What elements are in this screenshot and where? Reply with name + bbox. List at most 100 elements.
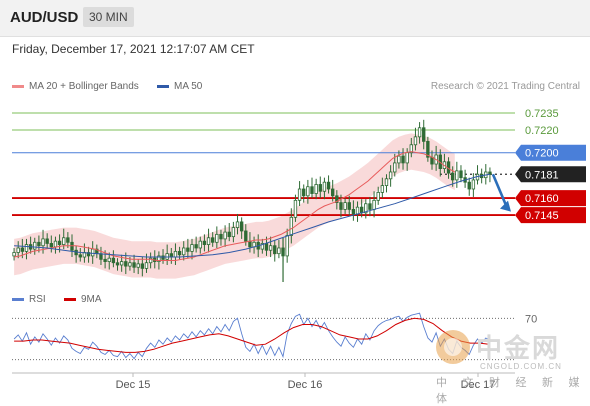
research-credit: Research © 2021 Trading Central [430, 81, 580, 92]
candle-body [488, 171, 492, 175]
candle-body [161, 255, 165, 260]
candle-body [91, 248, 95, 257]
candle-body [215, 233, 219, 243]
level-label-1: 0.7220 [525, 125, 559, 137]
cngold-logo-inner-icon [444, 338, 462, 356]
rsi-swatch [12, 298, 24, 301]
forecast-arrow-head [500, 200, 511, 212]
candle-body [124, 261, 128, 267]
candle-body [41, 238, 45, 247]
candle-body [140, 263, 145, 269]
candle-body [376, 192, 380, 201]
candle-body [388, 171, 393, 180]
timestamp: Friday, December 17, 2021 12:17:07 AM CE… [12, 42, 255, 56]
level-label-4: 0.7160 [525, 193, 559, 205]
candle-body [202, 240, 207, 245]
candle-body [322, 181, 327, 192]
time-label-1: Dec 16 [288, 379, 323, 391]
legend-rsi-ma-label: 9MA [81, 294, 102, 305]
candle-body [471, 179, 476, 190]
candle-body [413, 136, 418, 146]
candle-body [331, 188, 335, 197]
forecast-arrow-shaft [491, 173, 509, 209]
ma50-line [14, 173, 490, 258]
candle-body [384, 178, 389, 186]
candle-body [115, 262, 120, 266]
rsi-ma-swatch [64, 298, 76, 301]
candle-body [136, 263, 140, 268]
level-label-3: 0.7181 [525, 169, 559, 181]
watermark-brand: 中金网 [476, 334, 561, 364]
candle-body [148, 257, 153, 264]
candle-body [297, 188, 302, 201]
candle-body [310, 186, 314, 194]
time-label-0: Dec 15 [116, 379, 151, 391]
candle-body [57, 240, 62, 245]
candle-body [49, 243, 53, 248]
candle-body [99, 253, 103, 260]
legend-ma20: MA 20 + Bollinger Bands [12, 81, 139, 92]
candle-body [198, 240, 202, 249]
level-tag-3 [515, 166, 586, 183]
legend-ma50-label: MA 50 [174, 81, 203, 92]
candle-body [285, 235, 289, 257]
ma20-line [14, 151, 456, 261]
candle-body [260, 243, 265, 250]
candle-body [190, 244, 194, 252]
candle-body [306, 186, 310, 197]
level-label-2: 0.7200 [525, 148, 559, 160]
candle-body [318, 184, 322, 192]
candle-body [144, 262, 149, 269]
candle-body [268, 245, 273, 251]
candle-body [182, 247, 186, 256]
level-tag-5 [515, 207, 586, 224]
candle-body [37, 241, 41, 247]
candle-body [66, 237, 70, 243]
candle-body [33, 241, 37, 250]
candle-body [20, 247, 25, 252]
candle-body [157, 255, 161, 262]
timeframe-badge[interactable]: 30 MIN [83, 7, 134, 27]
candle-body [422, 127, 426, 142]
candle-body [273, 245, 277, 255]
candle-body [86, 252, 91, 257]
candle-body [426, 140, 430, 158]
candle-body [326, 181, 331, 190]
candle-body [45, 238, 49, 244]
candle-body [132, 262, 136, 268]
level-label-5: 0.7145 [525, 210, 559, 222]
candle-body [62, 237, 66, 245]
candle-body [372, 199, 376, 210]
legend-rsi-ma: 9MA [64, 294, 102, 305]
candle-body [368, 203, 372, 210]
candle-body [277, 247, 281, 255]
candle-body [397, 155, 401, 164]
candle-body [355, 206, 360, 215]
candle-body [289, 216, 293, 236]
watermark-tagline: 中 文 财 经 新 媒 体 [436, 376, 586, 405]
candle-body [186, 247, 190, 252]
candle-body [455, 170, 459, 181]
candle-body [264, 243, 269, 251]
candle-body [359, 206, 364, 214]
candle-body [314, 184, 318, 194]
candle-body [24, 244, 29, 252]
candle-body [401, 155, 405, 164]
ma50-swatch [157, 85, 169, 88]
rsi-ma-line [14, 317, 489, 353]
candle-body [467, 181, 471, 190]
candle-body [177, 250, 182, 256]
candle-body [244, 230, 248, 242]
candle-body [405, 152, 409, 164]
candle-body [335, 195, 339, 204]
candle-body [339, 202, 343, 210]
candle-body [107, 257, 111, 262]
rsi-line [13, 312, 491, 360]
candle-body [417, 127, 422, 138]
time-label-2: Dec 17 [461, 379, 496, 391]
instrument-title: AUD/USD [10, 9, 79, 26]
candle-body [103, 258, 107, 262]
rsi-level-label: 70 [525, 313, 537, 325]
bollinger-band [14, 133, 455, 279]
